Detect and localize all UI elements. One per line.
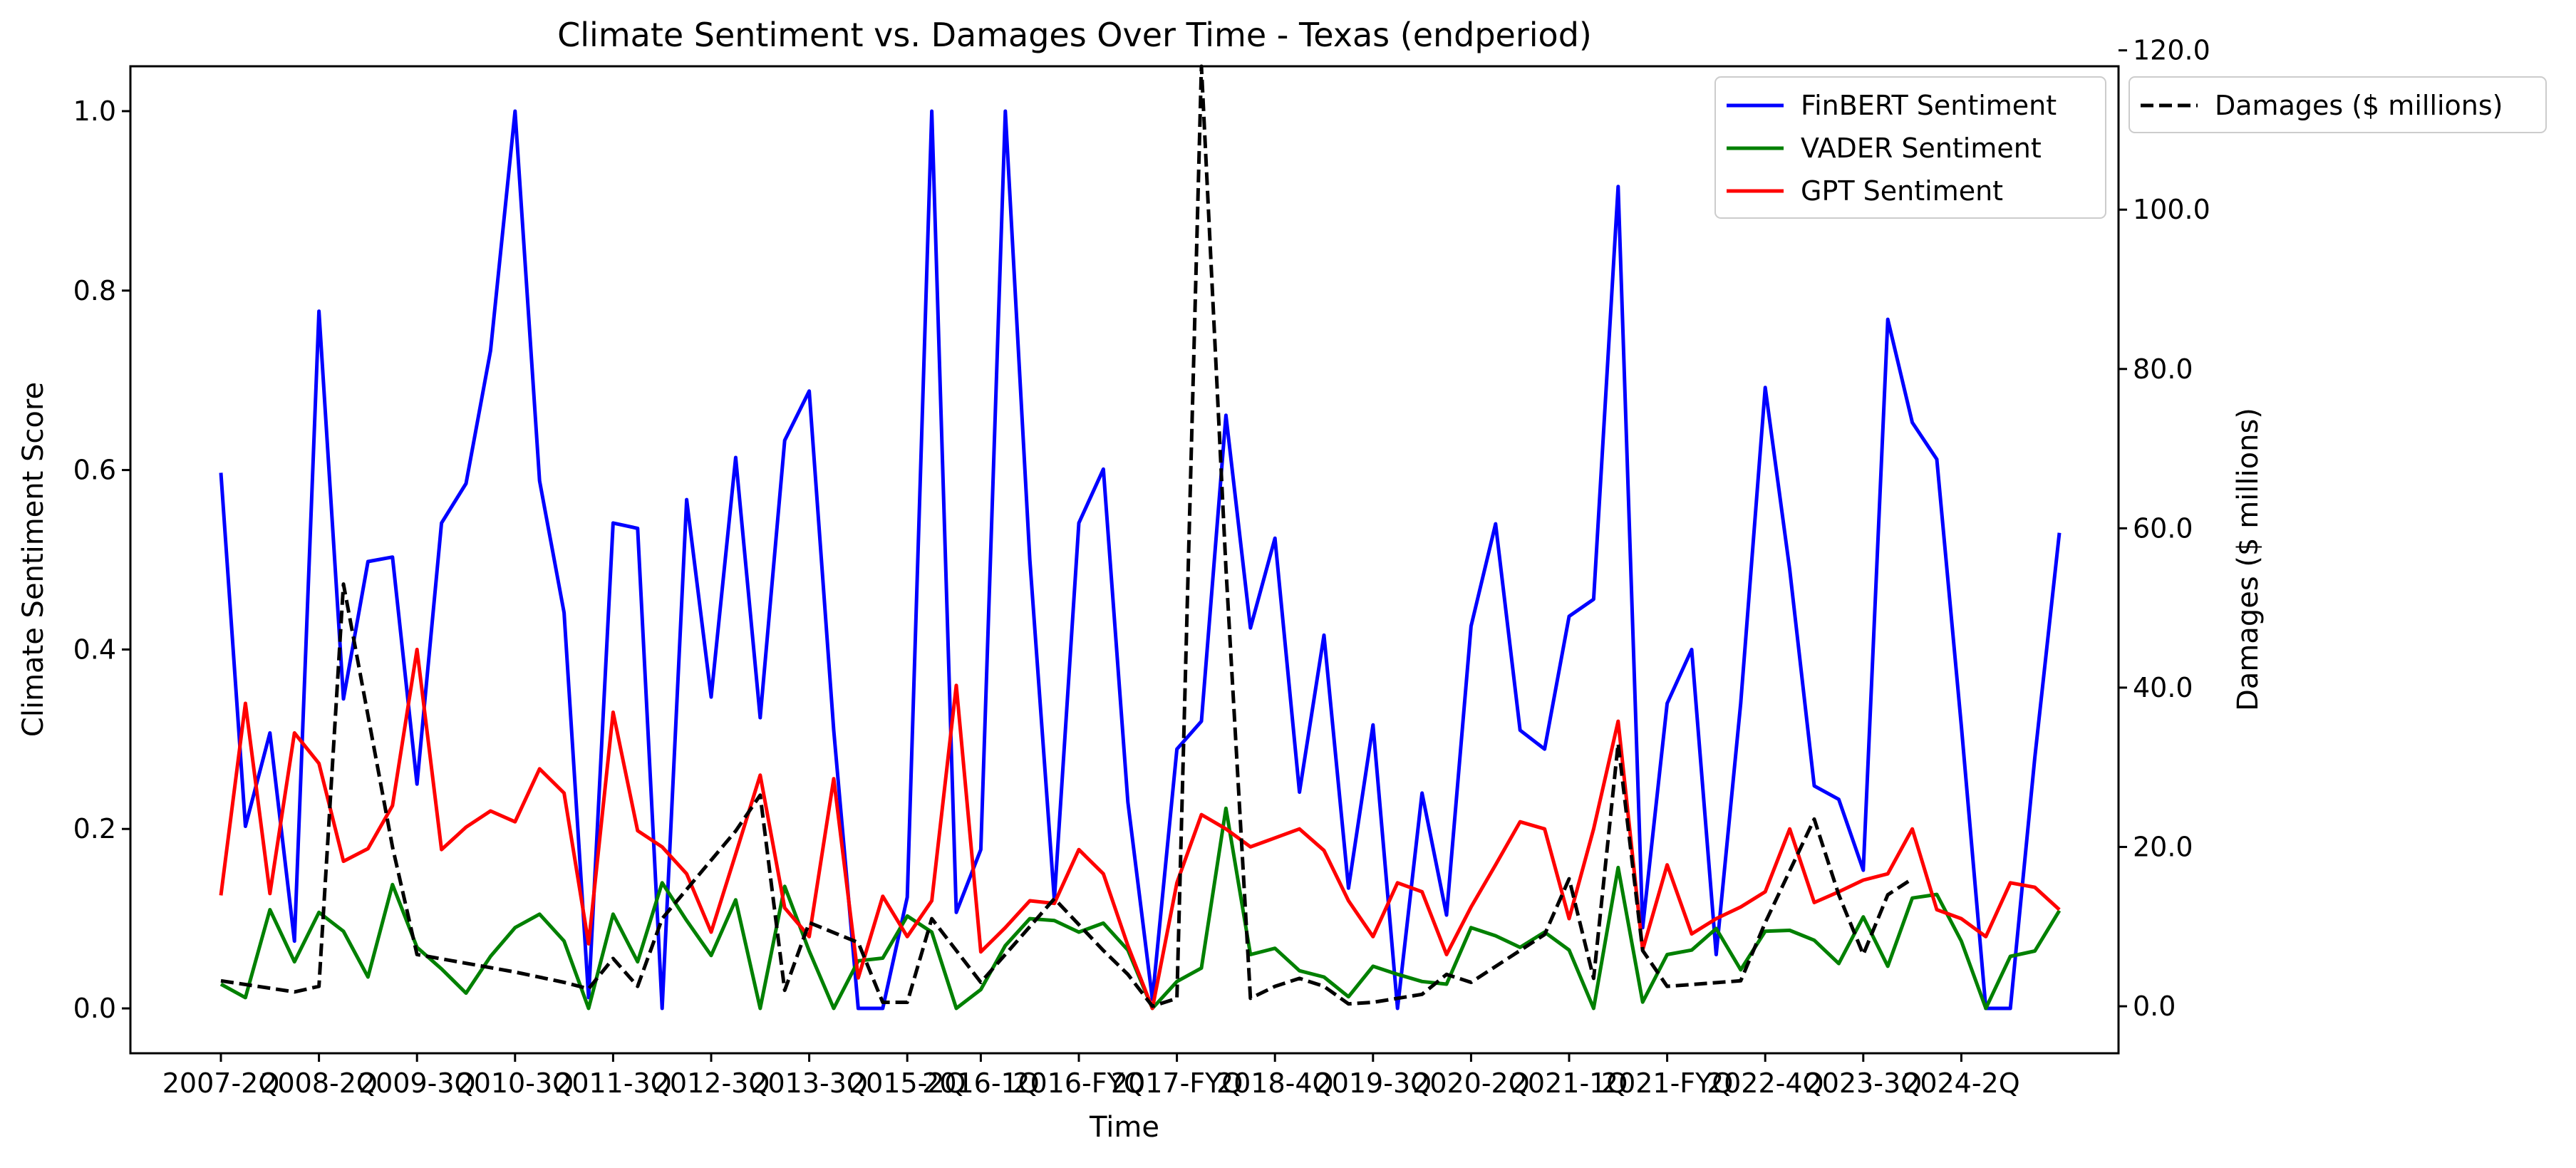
chart-title: Climate Sentiment vs. Damages Over Time …	[557, 16, 1592, 54]
x-tick-label: 2022-4Q	[1707, 1068, 1824, 1099]
right-y-tick-label: 20.0	[2133, 831, 2193, 862]
right-y-tick-label: 120.0	[2133, 35, 2210, 66]
right-y-tick-label: 60.0	[2133, 512, 2193, 544]
series-line-finbert-sentiment	[219, 109, 2062, 1011]
x-tick-label: 2017-FYQ	[1111, 1068, 1243, 1099]
legend-label: VADER Sentiment	[1801, 133, 2042, 164]
legend-box	[2128, 76, 2547, 133]
left-y-tick-label: 0.2	[73, 813, 116, 844]
legend-label: FinBERT Sentiment	[1801, 90, 2057, 121]
x-tick-label: 2016-FYQ	[1013, 1068, 1144, 1099]
x-axis: 2007-2Q2008-2Q2009-3Q2010-3Q2011-3Q2012-…	[162, 1053, 2020, 1099]
x-tick-label: 2020-2Q	[1412, 1068, 1530, 1099]
x-tick-label: 2013-3Q	[750, 1068, 868, 1099]
right-y-tick-label: 0.0	[2133, 991, 2176, 1022]
right-y-tick-label: 80.0	[2133, 353, 2193, 385]
legend-box	[1714, 76, 2106, 219]
legend-label: GPT Sentiment	[1801, 175, 2003, 207]
legend-left: FinBERT Sentiment VADER Sentiment GPT Sent…	[1714, 76, 2106, 219]
x-tick-label: 2016-1Q	[922, 1068, 1040, 1099]
x-tick-label: 2024-2Q	[1903, 1068, 2020, 1099]
left-y-tick-label: 0.0	[73, 993, 116, 1024]
x-tick-label: 2010-3Q	[457, 1068, 574, 1099]
legend-right: Damages ($ millions)	[2128, 76, 2547, 133]
right-y-axis-label: Damages ($ millions)	[2232, 408, 2265, 711]
x-tick-label: 2011-3Q	[554, 1068, 672, 1099]
series-line-damages-millions	[220, 64, 1913, 1008]
x-tick-label: 2018-4Q	[1216, 1068, 1334, 1099]
x-tick-label: 2015-2Q	[849, 1068, 966, 1099]
left-y-tick-label: 1.0	[73, 95, 116, 127]
plot-layer	[219, 64, 2062, 1011]
left-y-tick-label: 0.4	[73, 634, 116, 665]
right-axis: 0.0 20.0 40.0 60.0 80.0 100.0 120.0	[2119, 35, 2210, 1022]
series-line-gpt-sentiment	[219, 647, 2061, 1011]
x-tick-label: 2021-FYQ	[1601, 1068, 1733, 1099]
x-tick-label: 2019-3Q	[1315, 1068, 1432, 1099]
x-axis-label: Time	[1089, 1111, 1159, 1144]
plot-frame	[129, 65, 2120, 1055]
left-y-tick-label: 0.6	[73, 455, 116, 486]
left-axis: 0.0 0.2 0.4 0.6 0.8 1.0	[73, 95, 130, 1024]
right-y-tick-label: 100.0	[2133, 194, 2210, 225]
right-y-tick-label: 40.0	[2133, 672, 2193, 703]
x-tick-label: 2023-3Q	[1805, 1068, 1923, 1099]
x-tick-label: 2021-1Q	[1511, 1068, 1628, 1099]
x-tick-label: 2009-3Q	[358, 1068, 476, 1099]
x-tick-label: 2007-2Q	[162, 1068, 280, 1099]
x-tick-label: 2012-3Q	[653, 1068, 770, 1099]
legend-label: Damages ($ millions)	[2215, 90, 2503, 121]
left-y-tick-label: 0.8	[73, 275, 116, 306]
x-tick-label: 2008-2Q	[260, 1068, 378, 1099]
left-y-axis-label: Climate Sentiment Score	[17, 382, 50, 737]
